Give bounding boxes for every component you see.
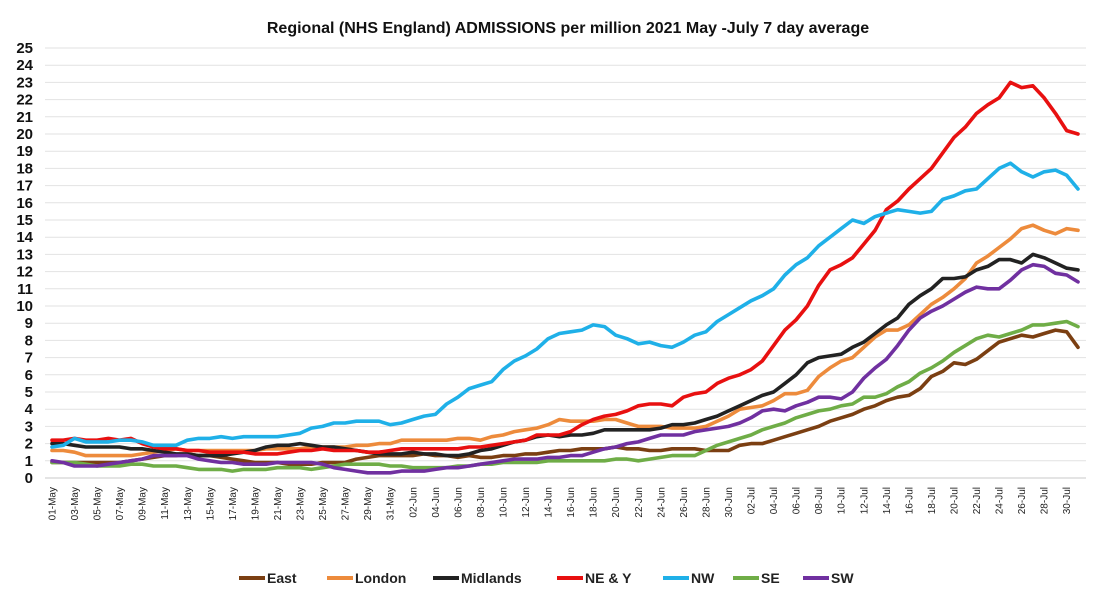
y-tick-label: 22 bbox=[16, 92, 33, 109]
x-tick-label: 21-May bbox=[273, 487, 284, 520]
x-axis: 01-May 03-May 05-May 07-May 09-May 11-May 13-M… bbox=[48, 487, 1074, 520]
x-tick-label: 23-May bbox=[296, 487, 307, 520]
x-tick-label: 28-Jul bbox=[1040, 487, 1051, 514]
y-tick-label: 13 bbox=[16, 246, 33, 263]
y-axis: 0123456789101112131415161718192021222324… bbox=[16, 40, 33, 487]
x-tick-label: 02-Jun bbox=[408, 487, 419, 518]
y-tick-label: 10 bbox=[16, 298, 33, 315]
x-tick-label: 19-May bbox=[250, 487, 261, 520]
x-tick-label: 12-Jun bbox=[521, 487, 532, 518]
y-tick-label: 19 bbox=[16, 143, 33, 160]
y-tick-label: 9 bbox=[25, 315, 33, 332]
x-tick-label: 04-Jul bbox=[769, 487, 780, 514]
legend-label: SE bbox=[761, 570, 780, 586]
series-line-midlands bbox=[50, 252, 1080, 458]
x-tick-label: 18-Jun bbox=[589, 487, 600, 518]
y-tick-label: 3 bbox=[25, 418, 33, 435]
y-tick-label: 7 bbox=[25, 350, 33, 367]
legend-item: Midlands bbox=[433, 570, 522, 586]
legend-label: Midlands bbox=[461, 570, 522, 586]
series-line-nw bbox=[50, 161, 1080, 449]
x-tick-label: 24-Jun bbox=[656, 487, 667, 518]
x-tick-label: 22-Jul bbox=[972, 487, 983, 514]
x-tick-label: 31-May bbox=[386, 487, 397, 520]
legend-label: East bbox=[267, 570, 297, 586]
y-tick-label: 12 bbox=[16, 264, 33, 281]
y-tick-label: 24 bbox=[16, 57, 33, 74]
legend-label: NW bbox=[691, 570, 715, 586]
series-line-sw bbox=[50, 262, 1080, 475]
legend: East London Midlands NE & Y NW SE SW bbox=[239, 570, 854, 586]
x-tick-label: 06-Jun bbox=[453, 487, 464, 518]
x-tick-label: 20-Jun bbox=[611, 487, 622, 518]
legend-item: London bbox=[327, 570, 406, 586]
x-tick-label: 10-Jun bbox=[498, 487, 509, 518]
legend-label: SW bbox=[831, 570, 854, 586]
x-tick-label: 05-May bbox=[93, 487, 104, 520]
x-tick-label: 30-Jul bbox=[1062, 487, 1073, 514]
x-tick-label: 08-Jul bbox=[814, 487, 825, 514]
x-tick-label: 20-Jul bbox=[949, 487, 960, 514]
x-tick-label: 30-Jun bbox=[724, 487, 735, 518]
x-tick-label: 27-May bbox=[341, 487, 352, 520]
x-tick-label: 04-Jun bbox=[431, 487, 442, 518]
y-tick-label: 5 bbox=[25, 384, 33, 401]
y-tick-label: 1 bbox=[25, 453, 33, 470]
x-tick-label: 16-Jul bbox=[904, 487, 915, 514]
x-tick-label: 10-Jul bbox=[837, 487, 848, 514]
x-tick-label: 16-Jun bbox=[566, 487, 577, 518]
y-tick-label: 14 bbox=[16, 229, 33, 246]
y-tick-label: 18 bbox=[16, 160, 33, 177]
x-tick-label: 25-May bbox=[318, 487, 329, 520]
x-tick-label: 08-Jun bbox=[476, 487, 487, 518]
y-tick-label: 20 bbox=[16, 126, 33, 143]
x-tick-label: 28-Jun bbox=[701, 487, 712, 518]
x-tick-label: 06-Jul bbox=[792, 487, 803, 514]
x-tick-label: 01-May bbox=[48, 487, 59, 520]
x-tick-label: 18-Jul bbox=[927, 487, 938, 514]
series-line-ne-y bbox=[50, 80, 1080, 456]
legend-label: NE & Y bbox=[585, 570, 632, 586]
chart-title: Regional (NHS England) ADMISSIONS per mi… bbox=[267, 20, 869, 37]
x-tick-label: 29-May bbox=[363, 487, 374, 520]
series-line-east bbox=[50, 328, 1080, 467]
y-tick-label: 17 bbox=[16, 178, 33, 195]
legend-item: NE & Y bbox=[557, 570, 632, 586]
y-tick-label: 25 bbox=[16, 40, 33, 57]
y-tick-label: 11 bbox=[17, 281, 33, 298]
x-tick-label: 22-Jun bbox=[634, 487, 645, 518]
y-tick-label: 15 bbox=[16, 212, 33, 229]
y-tick-label: 23 bbox=[16, 74, 33, 91]
legend-item: NW bbox=[663, 570, 715, 586]
x-tick-label: 24-Jul bbox=[995, 487, 1006, 514]
y-tick-label: 8 bbox=[25, 332, 33, 349]
x-tick-label: 02-Jul bbox=[747, 487, 758, 514]
y-tick-label: 2 bbox=[25, 436, 33, 453]
gridlines bbox=[45, 47, 1086, 479]
x-tick-label: 26-Jul bbox=[1017, 487, 1028, 514]
x-tick-label: 14-Jun bbox=[544, 487, 555, 518]
legend-label: London bbox=[355, 570, 406, 586]
y-tick-label: 6 bbox=[25, 367, 33, 384]
x-tick-label: 13-May bbox=[183, 487, 194, 520]
x-tick-label: 26-Jun bbox=[679, 487, 690, 518]
legend-item: SE bbox=[733, 570, 780, 586]
x-tick-label: 15-May bbox=[205, 487, 216, 520]
x-tick-label: 09-May bbox=[138, 487, 149, 520]
x-tick-label: 03-May bbox=[70, 487, 81, 520]
x-tick-label: 11-May bbox=[160, 487, 171, 520]
y-tick-label: 21 bbox=[16, 109, 33, 126]
legend-item: East bbox=[239, 570, 297, 586]
x-tick-label: 12-Jul bbox=[859, 487, 870, 514]
series-line-se bbox=[50, 319, 1080, 473]
x-tick-label: 14-Jul bbox=[882, 487, 893, 514]
x-tick-label: 17-May bbox=[228, 487, 239, 520]
series-lines bbox=[50, 80, 1080, 475]
legend-item: SW bbox=[803, 570, 854, 586]
x-tick-label: 07-May bbox=[115, 487, 126, 520]
y-tick-label: 0 bbox=[25, 470, 33, 487]
y-tick-label: 4 bbox=[25, 401, 34, 418]
y-tick-label: 16 bbox=[16, 195, 33, 212]
